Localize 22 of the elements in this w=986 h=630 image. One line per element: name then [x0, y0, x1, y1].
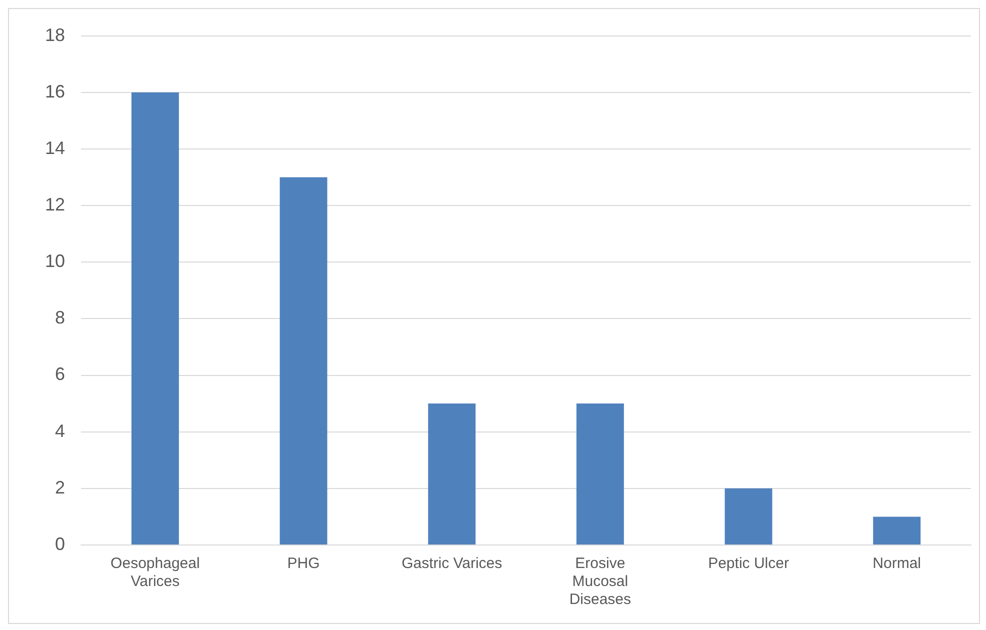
bar [724, 488, 772, 544]
y-tick-label: 0 [55, 534, 66, 554]
y-tick-label: 2 [55, 477, 66, 498]
x-tick-label: Peptic Ulcer [708, 555, 789, 572]
bar [131, 92, 179, 544]
y-tick-label: 6 [55, 364, 66, 384]
x-tick-label: PHG [287, 555, 320, 572]
y-tick-label: 18 [44, 24, 66, 45]
x-tick-label: Gastric Varices [402, 555, 502, 572]
y-tick-label: 16 [44, 81, 66, 102]
x-tick-label: Normal [872, 555, 922, 572]
bar [576, 404, 624, 544]
x-tick-label: Erosive Mucosal Diseases [569, 555, 632, 608]
bar [280, 177, 328, 544]
x-tick-label: Oesophageal Varices [110, 555, 200, 590]
y-tick-label: 8 [55, 308, 66, 328]
y-tick-label: 14 [44, 138, 66, 158]
y-tick-label: 12 [44, 194, 66, 214]
y-tick-label: 10 [44, 251, 66, 272]
bar [428, 404, 476, 544]
bar [873, 516, 921, 544]
y-tick-label: 4 [55, 420, 66, 441]
